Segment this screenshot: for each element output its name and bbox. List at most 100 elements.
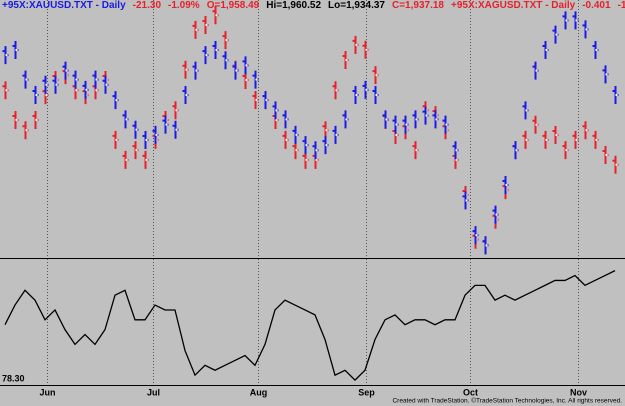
close-dot <box>135 128 138 131</box>
close-dot <box>475 234 478 237</box>
close-dot <box>575 138 578 141</box>
close-dot <box>365 88 368 91</box>
close-dot <box>205 54 208 57</box>
close-dot <box>165 123 168 126</box>
close-dot <box>135 149 138 152</box>
header-item: -1.09% <box>168 0 200 11</box>
close-dot <box>595 49 598 51</box>
close-dot <box>85 88 88 91</box>
close-dot <box>335 133 338 136</box>
close-dot <box>275 118 278 121</box>
header-item: C=1,937.18 <box>392 0 444 11</box>
header-item: Hi=1,960.52 <box>266 0 322 11</box>
close-dot <box>195 28 198 31</box>
close-dot <box>185 68 188 71</box>
close-dot <box>255 98 258 101</box>
indicator-line <box>4 270 616 381</box>
close-dot <box>585 28 588 31</box>
indicator-label: 78.30 <box>2 373 25 383</box>
close-dot <box>455 158 458 161</box>
close-dot <box>505 184 508 186</box>
close-dot <box>345 118 348 121</box>
close-dot <box>535 123 538 126</box>
close-dot <box>125 118 128 121</box>
close-dot <box>225 59 228 62</box>
close-dot <box>405 123 408 126</box>
close-dot <box>335 89 338 92</box>
close-dot <box>245 64 248 67</box>
footer: Created with TradeStation. ©TradeStation… <box>392 397 622 405</box>
header-item: -1.77% <box>617 0 625 11</box>
close-dot <box>545 138 548 141</box>
close-dot <box>25 129 28 132</box>
close-dot <box>485 244 488 247</box>
close-dot <box>95 89 98 92</box>
close-dot <box>535 69 538 72</box>
close-dot <box>175 128 178 131</box>
close-dot <box>415 149 418 152</box>
close-dot <box>115 138 118 141</box>
close-dot <box>605 73 608 76</box>
x-tick-label: Aug <box>250 387 268 397</box>
close-dot <box>45 94 48 97</box>
close-dot <box>35 118 38 121</box>
close-dot <box>325 129 328 132</box>
close-dot <box>255 78 258 81</box>
close-dot <box>145 158 148 161</box>
close-dot <box>615 163 618 166</box>
close-dot <box>5 54 8 57</box>
close-dot <box>425 114 428 117</box>
close-dot <box>445 123 448 126</box>
close-dot <box>55 83 58 86</box>
close-dot <box>95 78 98 81</box>
close-dot <box>305 158 308 161</box>
close-dot <box>15 49 18 51</box>
close-dot <box>415 118 418 121</box>
close-dot <box>465 199 468 202</box>
close-dot <box>215 14 218 17</box>
x-tick-label: Oct <box>463 387 478 397</box>
close-dot <box>585 129 588 132</box>
close-dot <box>145 139 148 141</box>
close-dot <box>375 94 378 96</box>
close-dot <box>565 149 568 152</box>
close-dot <box>295 133 298 136</box>
close-dot <box>395 123 398 126</box>
close-dot <box>235 69 238 72</box>
x-tick-label: Jul <box>147 387 160 397</box>
x-tick-label: Nov <box>570 387 587 397</box>
close-dot <box>215 49 218 51</box>
close-dot <box>205 23 208 26</box>
close-dot <box>155 133 158 136</box>
close-dot <box>115 99 118 102</box>
close-dot <box>555 134 558 137</box>
close-dot <box>525 109 528 112</box>
close-dot <box>595 138 598 141</box>
close-dot <box>365 48 368 51</box>
close-dot <box>175 109 178 112</box>
close-dot <box>15 118 18 121</box>
close-dot <box>25 78 28 81</box>
close-dot <box>315 149 318 152</box>
close-dot <box>325 144 328 147</box>
close-dot <box>375 74 378 77</box>
close-dot <box>495 213 498 216</box>
close-dot <box>35 94 38 96</box>
close-dot <box>295 149 298 152</box>
close-dot <box>105 83 108 86</box>
header-item: +95X:XAUUSD.TXT - Daily <box>2 0 126 11</box>
close-dot <box>435 118 438 121</box>
close-dot <box>75 89 78 92</box>
x-tick-label: Sep <box>358 387 375 397</box>
close-dot <box>5 89 8 92</box>
close-dot <box>75 78 78 81</box>
close-dot <box>285 118 288 121</box>
close-dot <box>285 138 288 141</box>
close-dot <box>345 59 348 62</box>
header: +95X:XAUUSD.TXT - Daily -21.30 -1.09% O=1,9… <box>2 0 625 11</box>
close-dot <box>615 94 618 96</box>
close-dot <box>355 43 358 46</box>
close-dot <box>605 154 608 157</box>
close-dot <box>385 118 388 121</box>
